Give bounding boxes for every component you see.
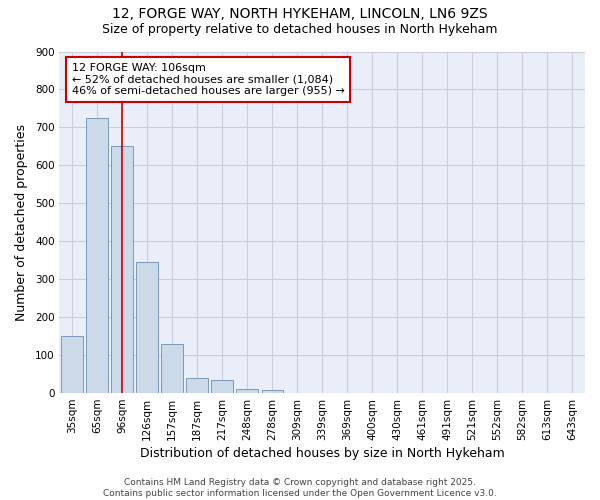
Bar [86,118,107,393]
Y-axis label: Number of detached properties: Number of detached properties [15,124,28,321]
Bar [262,390,283,393]
Text: 12 FORGE WAY: 106sqm
← 52% of detached houses are smaller (1,084)
46% of semi-de: 12 FORGE WAY: 106sqm ← 52% of detached h… [72,63,345,96]
Bar [161,344,182,393]
Text: Size of property relative to detached houses in North Hykeham: Size of property relative to detached ho… [102,22,498,36]
Bar [187,378,208,393]
Text: 12, FORGE WAY, NORTH HYKEHAM, LINCOLN, LN6 9ZS: 12, FORGE WAY, NORTH HYKEHAM, LINCOLN, L… [112,8,488,22]
Bar [61,336,83,393]
Bar [211,380,233,393]
X-axis label: Distribution of detached houses by size in North Hykeham: Distribution of detached houses by size … [140,447,505,460]
Bar [136,262,158,393]
Bar [236,388,258,393]
Bar [112,146,133,393]
Text: Contains HM Land Registry data © Crown copyright and database right 2025.
Contai: Contains HM Land Registry data © Crown c… [103,478,497,498]
